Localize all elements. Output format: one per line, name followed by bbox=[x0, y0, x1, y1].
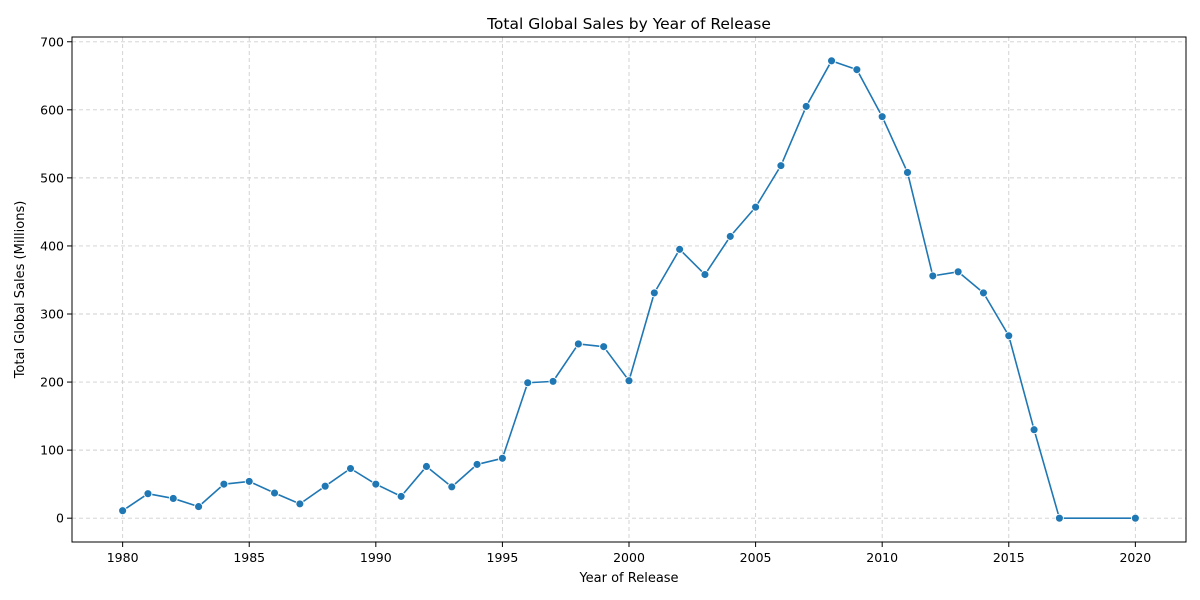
data-point bbox=[244, 476, 254, 486]
y-tick-label: 700 bbox=[40, 34, 64, 49]
markers-layer bbox=[118, 56, 1140, 523]
data-point bbox=[1004, 331, 1014, 341]
data-point bbox=[270, 488, 279, 498]
data-point bbox=[346, 464, 355, 473]
data-point bbox=[599, 342, 609, 352]
data-point bbox=[371, 479, 381, 489]
data-point bbox=[624, 376, 634, 386]
data-point bbox=[928, 271, 938, 281]
x-tick-label: 2010 bbox=[866, 550, 898, 565]
data-point bbox=[1130, 513, 1140, 523]
data-point bbox=[422, 462, 431, 471]
data-point bbox=[776, 161, 786, 171]
data-point bbox=[219, 479, 229, 489]
chart-title: Total Global Sales by Year of Release bbox=[486, 15, 771, 33]
data-point bbox=[320, 481, 330, 491]
data-point bbox=[751, 202, 761, 212]
x-tick-label: 1985 bbox=[233, 550, 265, 565]
data-point bbox=[1029, 425, 1039, 435]
data-point bbox=[573, 339, 583, 349]
data-point bbox=[953, 267, 963, 277]
data-point bbox=[168, 493, 178, 503]
y-tick-label: 400 bbox=[40, 238, 64, 253]
x-tick-label: 2005 bbox=[740, 550, 772, 565]
data-point bbox=[447, 482, 457, 492]
data-point bbox=[675, 244, 685, 254]
data-point bbox=[649, 288, 659, 298]
data-point bbox=[143, 489, 153, 499]
y-tick-label: 600 bbox=[40, 102, 64, 117]
y-axis: 0 100 200 300 400 500 600 700 bbox=[40, 34, 72, 526]
y-tick-label: 200 bbox=[40, 375, 64, 390]
data-point bbox=[827, 56, 836, 66]
data-point bbox=[118, 506, 128, 516]
data-point bbox=[497, 453, 507, 463]
grid-lines bbox=[72, 37, 1186, 542]
data-point bbox=[801, 101, 811, 111]
x-tick-label: 1980 bbox=[107, 550, 139, 565]
y-tick-label: 0 bbox=[56, 511, 64, 526]
data-point bbox=[396, 491, 406, 501]
data-point bbox=[903, 167, 912, 177]
data-point bbox=[472, 459, 482, 469]
data-point bbox=[725, 231, 735, 241]
data-point bbox=[852, 65, 862, 75]
data-point bbox=[194, 502, 204, 512]
data-point bbox=[1054, 513, 1064, 523]
data-point bbox=[979, 288, 988, 298]
data-point bbox=[700, 270, 710, 279]
x-axis-label: Year of Release bbox=[578, 571, 678, 586]
x-axis: 1980 1985 1990 1995 2000 2005 2010 2015 2020 bbox=[107, 542, 1151, 565]
x-tick-label: 1990 bbox=[360, 550, 392, 565]
x-tick-label: 2000 bbox=[613, 550, 645, 565]
data-point bbox=[877, 112, 887, 122]
data-point bbox=[548, 376, 558, 386]
data-point bbox=[295, 499, 305, 509]
x-tick-label: 2020 bbox=[1119, 550, 1151, 565]
y-axis-label: Total Global Sales (Millions) bbox=[13, 201, 28, 380]
data-point bbox=[523, 378, 533, 388]
y-tick-label: 500 bbox=[40, 170, 64, 185]
x-tick-label: 1995 bbox=[487, 550, 519, 565]
x-tick-label: 2015 bbox=[993, 550, 1025, 565]
y-tick-label: 100 bbox=[40, 443, 64, 458]
y-tick-label: 300 bbox=[40, 307, 64, 322]
